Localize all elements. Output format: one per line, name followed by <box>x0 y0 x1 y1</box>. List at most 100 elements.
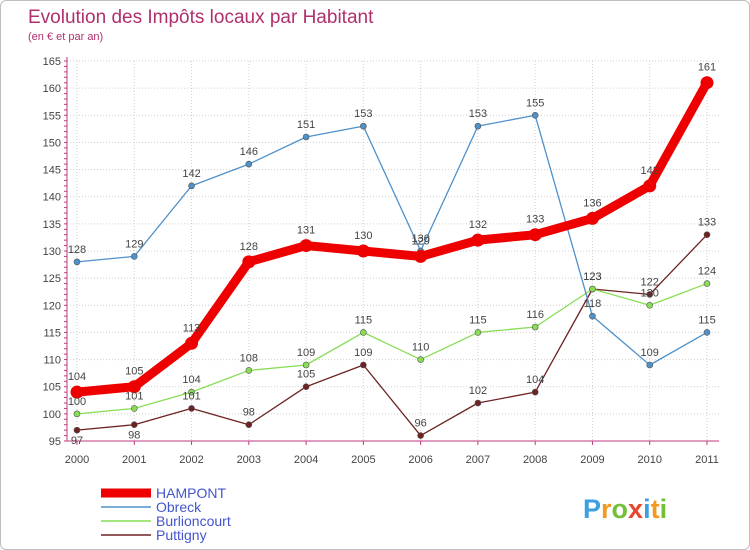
data-label-obreck: 151 <box>297 119 315 131</box>
data-label-puttigny: 133 <box>698 217 716 229</box>
data-label-puttigny: 105 <box>297 369 315 381</box>
data-point-burlioncourt <box>531 323 539 331</box>
data-label-obreck: 153 <box>354 108 372 120</box>
x-tick-label: 2004 <box>294 454 318 466</box>
data-label-burlioncourt: 115 <box>469 314 487 326</box>
series-line-obreck <box>76 114 708 366</box>
data-point-hampont <box>356 244 370 258</box>
data-point-puttigny <box>245 421 253 429</box>
data-point-obreck <box>360 122 367 130</box>
data-label-puttigny: 101 <box>182 390 200 402</box>
data-label-obreck: 128 <box>68 244 86 256</box>
data-point-obreck <box>73 258 81 266</box>
data-point-obreck <box>646 361 654 369</box>
data-label-hampont: 129 <box>411 235 429 247</box>
data-point-puttigny <box>531 388 539 396</box>
data-label-puttigny: 102 <box>469 385 487 397</box>
data-point-hampont <box>528 228 542 242</box>
y-tick-label: 145 <box>43 165 61 177</box>
x-tick-label: 2010 <box>637 454 661 466</box>
data-point-puttigny <box>703 231 711 239</box>
x-tick-label: 2007 <box>466 454 490 466</box>
proxiti-logo: Proxiti <box>583 494 667 524</box>
brand-letter: t <box>651 494 660 524</box>
data-point-burlioncourt <box>130 405 138 412</box>
y-tick-label: 110 <box>43 355 61 367</box>
data-label-hampont: 132 <box>469 219 487 231</box>
data-label-puttigny: 98 <box>243 407 255 419</box>
legend-label-puttigny: Puttigny <box>156 527 207 543</box>
data-point-burlioncourt <box>646 301 654 309</box>
x-tick-label: 2002 <box>179 454 203 466</box>
x-tick-label: 2006 <box>408 454 432 466</box>
data-label-puttigny: 122 <box>641 276 659 288</box>
y-tick-label: 115 <box>43 327 61 339</box>
x-tick-label: 2011 <box>695 454 719 466</box>
y-tick-label: 100 <box>43 409 61 421</box>
brand-letter: x <box>628 494 643 524</box>
data-point-puttigny <box>646 291 654 298</box>
data-point-hampont <box>127 380 141 394</box>
data-label-puttigny: 98 <box>128 430 140 442</box>
brand-text: Proxiti <box>583 494 667 524</box>
data-label-obreck: 109 <box>641 347 659 359</box>
data-point-hampont <box>643 179 657 193</box>
data-label-burlioncourt: 115 <box>355 314 373 326</box>
data-point-puttigny <box>417 432 424 439</box>
data-point-burlioncourt <box>73 410 81 418</box>
data-label-obreck: 146 <box>240 146 258 158</box>
y-tick-label: 125 <box>43 273 61 285</box>
x-tick-label: 2009 <box>580 454 604 466</box>
legend-label-burlioncourt: Burlioncourt <box>156 513 231 529</box>
data-label-obreck: 129 <box>125 238 143 250</box>
data-point-hampont <box>471 233 485 247</box>
chart-title: Evolution des Impôts locaux par Habitant <box>28 7 374 28</box>
data-label-hampont: 104 <box>68 371 86 383</box>
data-label-burlioncourt: 100 <box>68 396 86 408</box>
data-label-burlioncourt: 120 <box>641 287 659 299</box>
data-label-puttigny: 109 <box>354 347 372 359</box>
data-point-obreck <box>302 133 310 141</box>
data-label-puttigny: 104 <box>526 374 544 386</box>
data-label-obreck: 118 <box>584 298 602 310</box>
brand-letter: r <box>601 494 612 524</box>
data-point-burlioncourt <box>589 285 596 293</box>
data-point-obreck <box>703 329 711 336</box>
brand-letter: P <box>583 494 601 524</box>
data-point-hampont <box>700 76 714 90</box>
data-label-hampont: 136 <box>583 197 601 209</box>
y-tick-label: 120 <box>43 300 61 312</box>
data-label-hampont: 161 <box>698 62 716 74</box>
data-label-hampont: 128 <box>240 241 258 253</box>
data-point-burlioncourt <box>417 356 424 363</box>
data-label-burlioncourt: 104 <box>182 374 200 386</box>
data-label-puttigny: 123 <box>583 271 601 283</box>
x-tick-label: 2003 <box>237 454 261 466</box>
series-line-hampont <box>72 78 712 397</box>
data-label-hampont: 133 <box>526 214 544 226</box>
data-label-burlioncourt: 108 <box>240 352 258 364</box>
data-point-hampont <box>585 211 599 225</box>
brand-letter: o <box>612 494 629 524</box>
data-label-hampont: 130 <box>354 230 372 242</box>
brand-letter: i <box>660 494 668 524</box>
series-lines <box>70 76 714 439</box>
series-line-burlioncourt <box>76 282 708 415</box>
data-point-puttigny <box>360 361 367 369</box>
data-point-puttigny <box>474 399 482 407</box>
data-label-burlioncourt: 101 <box>125 390 143 402</box>
data-label-obreck: 155 <box>526 97 544 109</box>
legend-label-hampont: HAMPONT <box>156 485 226 501</box>
data-point-burlioncourt <box>703 280 711 287</box>
y-tick-label: 165 <box>43 56 61 68</box>
data-point-puttigny <box>130 421 138 429</box>
data-point-puttigny <box>73 426 81 434</box>
y-tick-label: 95 <box>49 436 61 448</box>
data-label-hampont: 131 <box>297 225 315 237</box>
data-point-burlioncourt <box>188 388 195 396</box>
brand-letter: i <box>643 494 651 524</box>
x-tick-label: 2000 <box>65 454 89 466</box>
